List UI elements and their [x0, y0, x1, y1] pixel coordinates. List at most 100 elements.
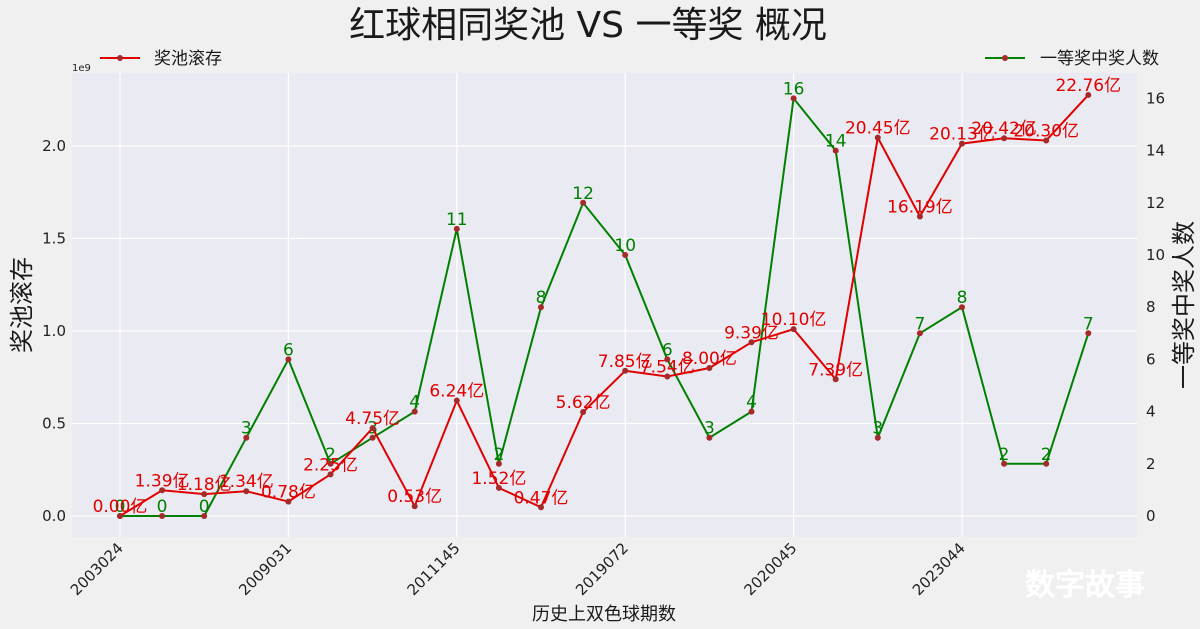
- y-tick-label: 2.0: [42, 137, 66, 155]
- data-label: 20.42亿: [971, 119, 1037, 139]
- data-label: 7.39亿: [808, 360, 863, 380]
- data-label: 0: [115, 497, 126, 517]
- data-point: [622, 252, 629, 258]
- data-label: 3: [241, 419, 252, 439]
- data-point: [706, 365, 713, 371]
- x-tick-label: 2009031: [235, 539, 295, 599]
- data-label: 4: [746, 393, 757, 413]
- data-label: 22.76亿: [1055, 76, 1121, 96]
- data-label: 7: [1083, 314, 1094, 334]
- green-line: [120, 95, 1090, 517]
- legend-left-marker: [117, 55, 123, 61]
- x-axis-label: 历史上双色球期数: [532, 604, 676, 625]
- data-label: 0.47亿: [514, 488, 569, 508]
- data-point: [495, 484, 502, 491]
- data-label: 11: [446, 210, 468, 230]
- y-tick-label: 1.5: [42, 230, 66, 248]
- data-point: [285, 498, 292, 505]
- plot-area: [72, 73, 1137, 537]
- x-tick-label: 2003024: [67, 539, 127, 599]
- data-point: [411, 408, 418, 415]
- data-point: [1085, 91, 1092, 98]
- data-point: [580, 409, 587, 416]
- data-point: [580, 199, 587, 206]
- data-point: [411, 503, 418, 510]
- legend-left: 奖池滚存: [100, 49, 222, 69]
- data-point: [453, 397, 460, 404]
- y2-tick-label: 14: [1146, 142, 1165, 160]
- data-label: 0.00亿: [93, 497, 148, 517]
- data-point: [453, 225, 460, 232]
- y2-tick-label: 4: [1146, 403, 1156, 421]
- data-point: [243, 434, 250, 441]
- x-tick-label: 2011145: [404, 539, 464, 599]
- data-label: 2: [325, 445, 336, 465]
- data-point: [916, 330, 923, 337]
- data-point: [916, 213, 923, 220]
- data-point: [790, 95, 797, 102]
- y-axis-label: 奖池滚存: [8, 257, 36, 353]
- data-label: 20.45亿: [845, 119, 911, 139]
- data-point: [959, 304, 965, 311]
- watermark: 数字故事: [1025, 568, 1145, 603]
- data-point: [201, 491, 208, 498]
- legend-left-label: 奖池滚存: [154, 49, 222, 69]
- data-label: 4.75亿: [345, 409, 400, 429]
- y-axis-ticks: 0.0 0.5 1.0 1.5 2.0: [42, 137, 66, 525]
- x-tick-label: 2019072: [572, 539, 632, 599]
- data-point: [159, 487, 166, 494]
- y2-tick-label: 0: [1146, 507, 1156, 525]
- x-axis-ticks: 2003024 2009031 2011145 2019072 2020045 20230…: [67, 539, 969, 599]
- red-line: [119, 94, 1090, 517]
- data-label: 9.39亿: [724, 323, 779, 343]
- data-point: [959, 140, 965, 147]
- data-point: [664, 356, 671, 363]
- data-label: 8.00亿: [682, 349, 737, 369]
- y-tick-label: 0.5: [42, 415, 66, 433]
- data-point: [369, 434, 376, 441]
- data-point: [327, 460, 334, 467]
- data-label: 3: [704, 419, 715, 439]
- data-label: 10: [614, 236, 636, 256]
- y2-axis-ticks: 0 2 4 6 8 10 12 14 16: [1146, 89, 1165, 525]
- data-label: 20.13亿: [929, 125, 995, 145]
- y2-tick-label: 10: [1146, 246, 1165, 264]
- data-label: 0.78亿: [261, 483, 316, 503]
- data-point: [327, 471, 334, 478]
- data-point: [748, 339, 755, 346]
- y2-tick-label: 6: [1146, 350, 1156, 368]
- y-tick-label: 0.0: [42, 507, 66, 525]
- data-label: 7.54亿: [640, 358, 695, 378]
- data-label: 6: [662, 340, 673, 360]
- legend-right-marker: [1002, 55, 1008, 61]
- data-point: [1043, 460, 1050, 467]
- data-label: 8: [536, 288, 547, 308]
- data-point: [1043, 137, 1050, 144]
- data-point: [369, 425, 376, 432]
- data-label: 6.24亿: [429, 382, 484, 402]
- data-label: 16: [783, 79, 805, 99]
- data-label: 2: [493, 445, 504, 465]
- legend-right: 一等奖中奖人数: [985, 49, 1159, 69]
- y-tick-label: 1.0: [42, 322, 66, 340]
- data-label: 7: [914, 314, 925, 334]
- data-label: 10.10亿: [761, 310, 827, 330]
- data-point: [117, 513, 123, 519]
- data-point: [1085, 330, 1092, 337]
- data-label: 0: [199, 497, 210, 517]
- data-label: 0: [157, 497, 168, 517]
- data-label: 1.34亿: [219, 472, 274, 492]
- data-point: [285, 356, 292, 363]
- data-point: [538, 504, 544, 511]
- y2-tick-label: 12: [1146, 194, 1165, 212]
- data-label: 14: [825, 132, 847, 152]
- data-point: [748, 408, 755, 415]
- data-label: 2: [999, 445, 1010, 465]
- legend-right-label: 一等奖中奖人数: [1040, 49, 1159, 69]
- data-point: [664, 373, 671, 380]
- data-point: [622, 367, 629, 374]
- data-point: [1001, 460, 1008, 467]
- data-label: 7.85亿: [598, 352, 653, 372]
